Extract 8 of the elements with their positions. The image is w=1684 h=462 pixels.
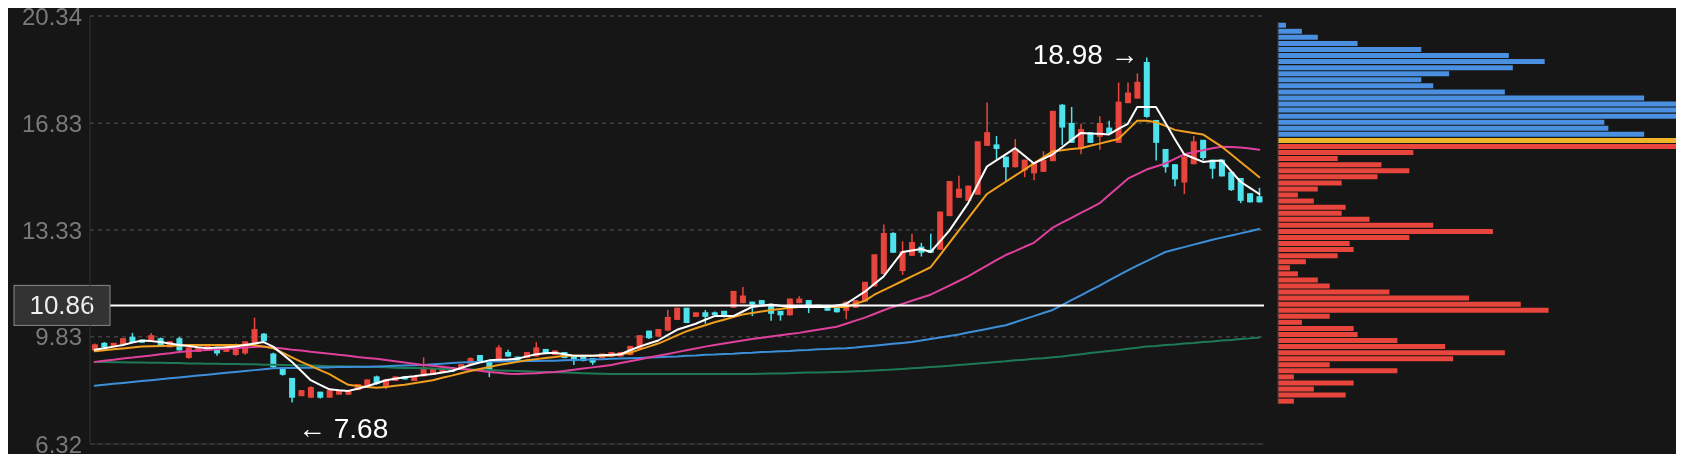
y-tick-label: 16.83 xyxy=(21,109,82,137)
annotation: ← 7.68 xyxy=(297,413,389,445)
annotation: 18.98 → xyxy=(1032,38,1139,70)
y-tick-label: 20.34 xyxy=(21,2,82,30)
y-tick-label: 13.33 xyxy=(21,216,82,244)
y-tick-label: 6.32 xyxy=(35,430,82,458)
y-tick-label: 9.83 xyxy=(35,323,82,351)
ref-line-label: 10.86 xyxy=(29,290,95,321)
